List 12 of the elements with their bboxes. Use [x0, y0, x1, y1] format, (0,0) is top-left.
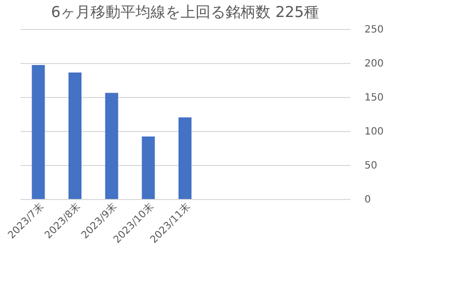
- y-tick-label: 100: [364, 126, 384, 138]
- bar: [68, 72, 82, 199]
- y-tick-label: 150: [364, 92, 384, 104]
- y-tick-label: 250: [364, 24, 384, 36]
- bar: [142, 136, 155, 199]
- bar: [32, 65, 45, 199]
- chart-title: 6ヶ月移動平均線を上回る銘柄数 225種: [51, 3, 319, 21]
- bar: [105, 92, 118, 199]
- bar: [178, 117, 192, 199]
- y-tick-label: 0: [364, 194, 371, 206]
- y-tick-label: 200: [364, 58, 384, 70]
- y-tick-label: 50: [364, 160, 378, 172]
